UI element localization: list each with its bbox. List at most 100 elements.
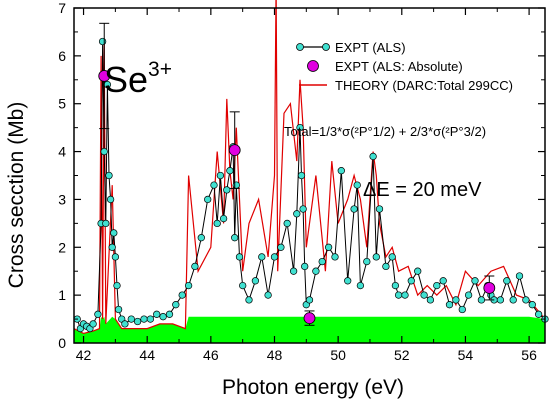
expt-point	[98, 37, 107, 46]
expt-point	[226, 167, 234, 175]
expt-point	[219, 214, 228, 223]
legend-expt-label: EXPT (ALS)	[335, 40, 406, 55]
expt-point	[496, 296, 505, 304]
expt-point	[231, 234, 239, 242]
x-tick-label: 48	[267, 347, 283, 363]
expt-point	[235, 253, 244, 261]
expt-point	[515, 272, 524, 280]
chart-marks	[73, 0, 549, 343]
expt-point	[301, 262, 309, 271]
expt-point	[111, 253, 120, 261]
expt-point	[146, 315, 155, 323]
expt-point	[382, 262, 390, 271]
theory-fill-area	[74, 316, 545, 343]
resolution-annotation: ΔE = 20 meV	[363, 179, 482, 201]
expt-point	[277, 243, 285, 251]
expt-point	[394, 291, 403, 299]
expt-point	[534, 310, 543, 318]
expt-point	[108, 243, 116, 251]
expt-point	[172, 301, 180, 309]
expt-point	[223, 186, 231, 194]
expt-point	[178, 291, 186, 299]
y-tick-label: 6	[58, 48, 66, 64]
expt-point	[258, 253, 266, 261]
expt-point	[197, 234, 205, 242]
expt-point	[477, 296, 486, 304]
x-axis-title: Photon energy (eV)	[222, 376, 404, 399]
expt-point	[283, 219, 291, 228]
y-tick-label: 5	[58, 96, 66, 112]
expt-point	[305, 296, 314, 304]
expt-point	[133, 317, 142, 326]
expt-point	[452, 296, 460, 304]
expt-point	[121, 320, 129, 328]
y-tick-label: 0	[58, 335, 66, 351]
expt-point	[522, 296, 530, 304]
expt-point	[299, 205, 307, 213]
y-tick-label: 7	[58, 0, 66, 16]
expt-point	[127, 315, 135, 323]
expt-point	[363, 257, 371, 266]
expt-point	[232, 181, 240, 189]
expt-point	[471, 277, 479, 285]
expt-point	[312, 267, 320, 275]
expt-point	[353, 181, 361, 189]
expt-point	[445, 301, 454, 309]
expt-point	[114, 305, 123, 314]
expt-point	[216, 171, 225, 180]
expt-point	[296, 123, 304, 132]
legend-absolute-marker	[307, 60, 319, 72]
expt-point	[110, 229, 118, 237]
expt-point	[191, 262, 199, 271]
expt-point	[324, 243, 333, 251]
legend-theory-label: THEORY (DARC:Total 299CC)	[335, 78, 513, 93]
expt-point	[433, 281, 441, 290]
expt-point	[184, 281, 193, 290]
expt-point	[105, 171, 113, 180]
expt-point	[140, 315, 148, 323]
x-tick-label: 56	[521, 347, 537, 363]
ion-charge: 3+	[148, 58, 172, 81]
expt-point	[458, 305, 466, 314]
formula-annotation: Total=1/3*σ(²P°1/2) + 2/3*σ(²P°3/2)	[284, 124, 486, 139]
expt-point	[94, 310, 102, 318]
expt-point	[270, 253, 279, 261]
expt-point	[407, 277, 415, 285]
expt-point	[264, 291, 272, 299]
absolute-point	[98, 70, 111, 82]
expt-point	[464, 291, 473, 299]
expt-point	[89, 320, 97, 328]
expt-point	[439, 277, 447, 285]
expt-point	[159, 313, 167, 321]
expt-point	[420, 291, 428, 299]
ion-base: Se	[104, 59, 148, 100]
absolute-point	[483, 282, 496, 294]
expt-point	[388, 253, 396, 261]
y-axis-title: Cross secction (Mb)	[5, 102, 28, 289]
x-tick-label: 50	[330, 347, 346, 363]
expt-point	[356, 281, 365, 290]
expt-point	[414, 267, 422, 275]
expt-point	[528, 301, 536, 309]
y-tick-label: 2	[58, 239, 66, 255]
y-tick-label: 3	[58, 191, 66, 207]
expt-point	[337, 167, 345, 175]
expt-point	[153, 310, 161, 318]
x-tick-label: 54	[458, 347, 474, 363]
x-tick-label: 46	[203, 347, 219, 363]
y-tick-label: 4	[58, 144, 66, 160]
expt-point	[369, 152, 377, 161]
expt-point	[165, 310, 174, 318]
expt-point	[350, 205, 358, 213]
expt-point	[210, 181, 218, 189]
expt-point	[401, 291, 409, 299]
expt-point	[372, 253, 380, 261]
expt-point	[375, 205, 384, 213]
expt-point	[204, 195, 212, 204]
expt-point	[318, 257, 326, 266]
expt-point	[297, 171, 306, 180]
expt-point	[344, 277, 352, 285]
x-tick-label: 44	[139, 347, 155, 363]
